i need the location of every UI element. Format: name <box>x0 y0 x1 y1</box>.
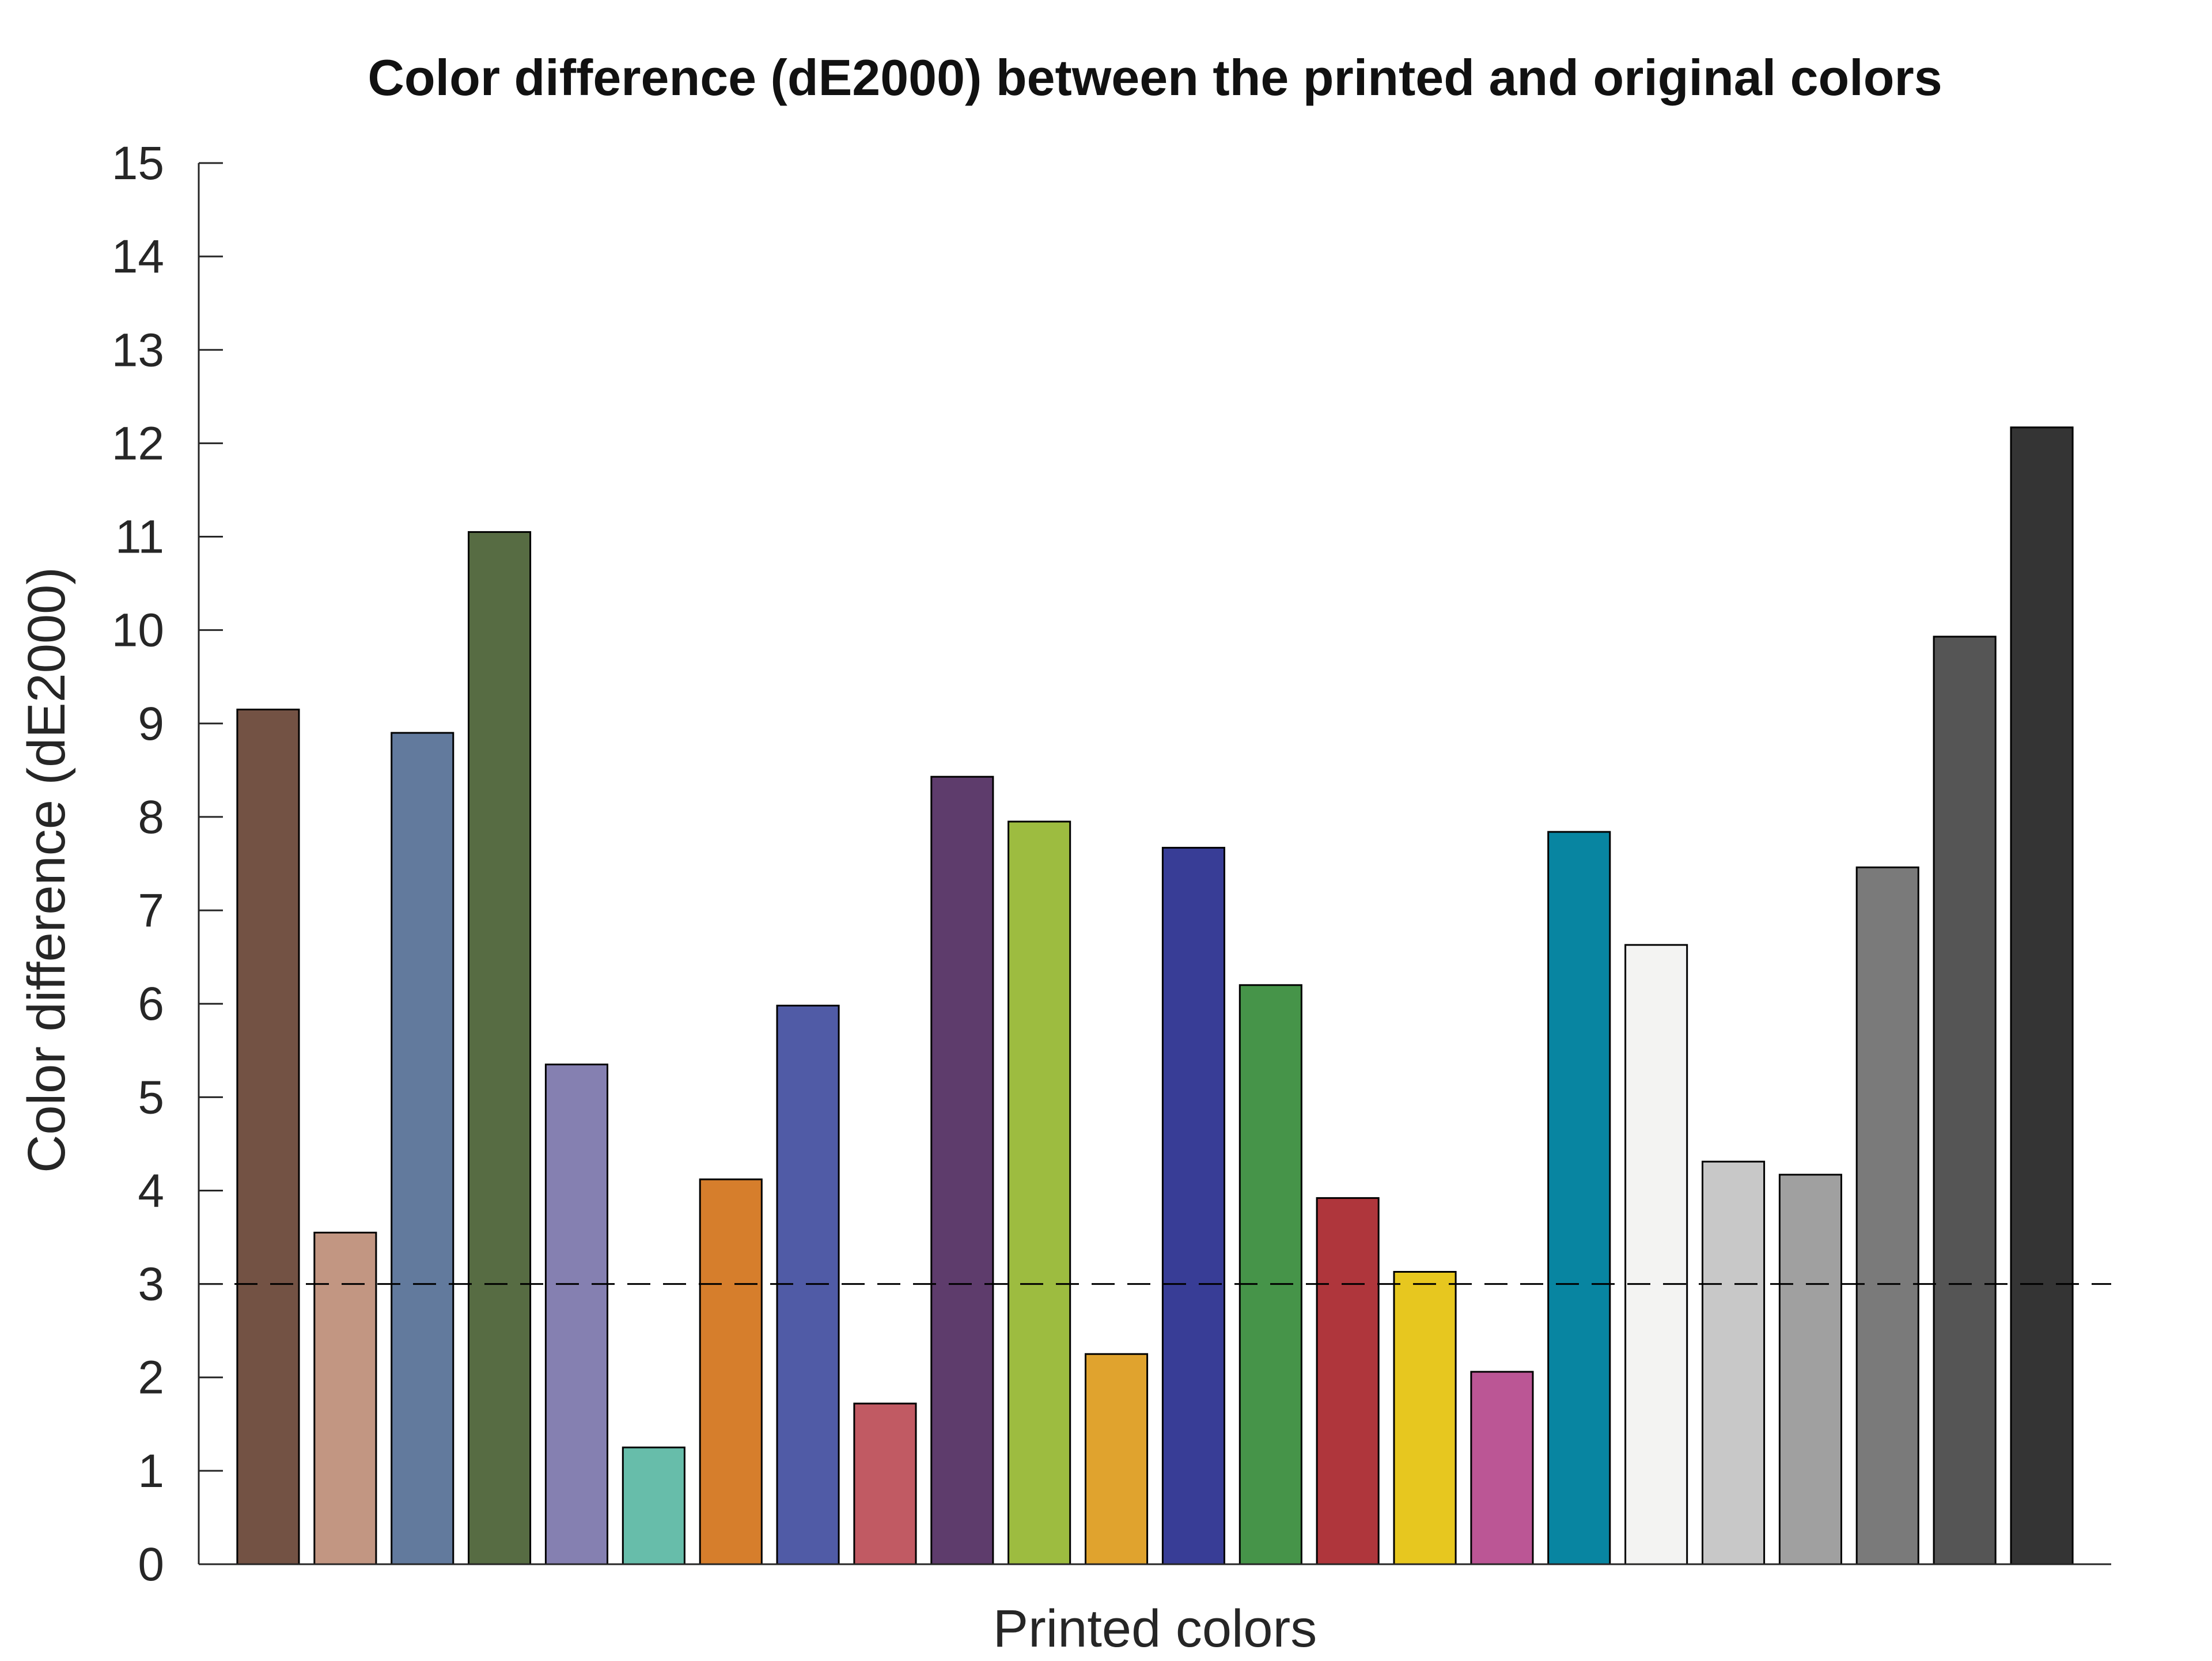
bar <box>1933 635 1997 1565</box>
bar <box>1007 820 1071 1565</box>
y-tick-label: 13 <box>112 324 164 376</box>
bar <box>1624 944 1688 1565</box>
y-tick-label: 7 <box>138 884 164 937</box>
bar <box>2010 426 2074 1565</box>
y-axis-label: Color difference (dE2000) <box>17 567 76 1173</box>
bar <box>1161 846 1226 1565</box>
bar <box>1393 1271 1457 1565</box>
bar <box>1470 1371 1534 1565</box>
bar <box>1778 1174 1842 1565</box>
bar <box>544 1064 609 1565</box>
y-tick-label: 8 <box>138 791 164 843</box>
y-tick-label: 12 <box>112 417 164 470</box>
bar <box>468 531 532 1565</box>
y-tick-label: 9 <box>138 698 164 750</box>
bar <box>1238 984 1302 1565</box>
chart-title: Color difference (dE2000) between the pr… <box>368 49 1942 106</box>
bar <box>1702 1160 1766 1565</box>
y-tick-label: 4 <box>138 1164 164 1217</box>
bar <box>1855 867 1919 1565</box>
bar <box>699 1178 763 1565</box>
y-tick-label: 15 <box>112 137 164 190</box>
bar <box>236 709 300 1565</box>
bar <box>930 775 994 1565</box>
y-tick-label: 10 <box>112 604 164 657</box>
x-axis-label: Printed colors <box>993 1599 1317 1658</box>
y-tick-label: 2 <box>138 1352 164 1404</box>
bar <box>391 732 454 1565</box>
y-tick-label: 5 <box>138 1071 164 1123</box>
bar <box>776 1004 840 1565</box>
y-tick-label: 6 <box>138 978 164 1030</box>
bar <box>853 1402 917 1565</box>
y-tick-label: 3 <box>138 1258 164 1311</box>
bar <box>1085 1353 1149 1565</box>
bar <box>1316 1197 1380 1565</box>
y-tick-label: 0 <box>138 1538 164 1591</box>
y-tick-label: 14 <box>112 230 164 283</box>
bar <box>622 1446 685 1565</box>
bar <box>313 1231 377 1565</box>
y-tick-label: 11 <box>115 511 164 563</box>
y-tick-label: 1 <box>138 1445 164 1497</box>
bar <box>1547 831 1611 1565</box>
